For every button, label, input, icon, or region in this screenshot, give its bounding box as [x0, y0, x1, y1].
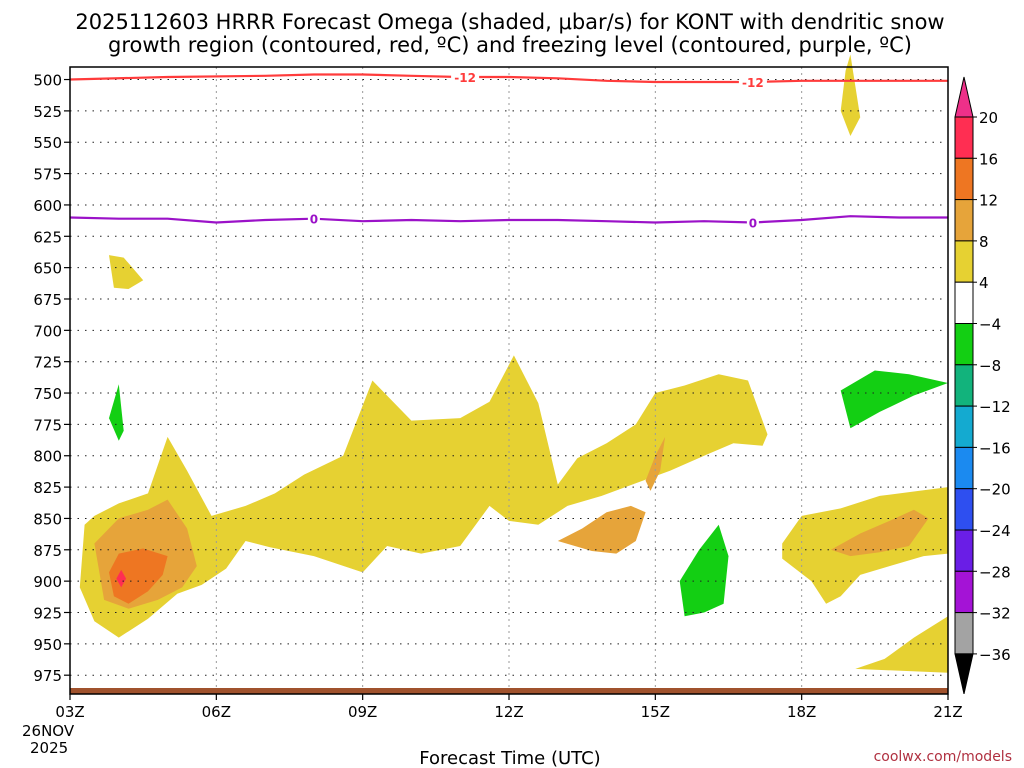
colorbar-label: −20	[979, 481, 1011, 499]
colorbar-label: −4	[979, 316, 1001, 334]
chart-title-line2: growth region (contoured, red, ºC) and f…	[108, 33, 912, 57]
colorbar-bottom-triangle	[954, 653, 974, 695]
x-tick-label: 06Z	[202, 703, 231, 721]
x-tick-label: 21Z	[933, 703, 962, 721]
colorbar-top-triangle	[954, 76, 974, 118]
gridlines	[70, 67, 948, 694]
colorbar-swatch	[954, 570, 974, 614]
contour-label: 0	[310, 213, 318, 227]
omega-region-downward-cell-16Z	[679, 524, 729, 617]
colorbar-swatch	[954, 364, 974, 407]
colorbar-legend: 20 16 12 8 4 −4 −8 −12 −16 −20 −24 −28 −32 −36	[954, 76, 1011, 695]
contour-label: -12	[454, 71, 476, 85]
y-tick-label: 725	[33, 354, 62, 372]
x-axis-title: Forecast Time (UTC)	[419, 748, 600, 768]
date-label-year: 2025	[30, 739, 68, 757]
colorbar-label: −12	[979, 398, 1011, 416]
omega-region-downward-cell-04Z	[109, 384, 124, 441]
colorbar-swatch	[954, 446, 974, 490]
y-tick-label: 975	[33, 667, 62, 685]
y-tick-label: 950	[33, 636, 62, 654]
y-tick-label: 625	[33, 228, 62, 246]
colorbar-swatch	[954, 405, 974, 448]
omega-region-bottom-right-wedge	[855, 616, 948, 673]
y-tick-label: 700	[33, 322, 62, 340]
colorbar-label: 12	[979, 192, 998, 210]
contour-label: 0	[749, 216, 757, 230]
x-tick-label: 15Z	[641, 703, 670, 721]
omega-shading-layer	[79, 54, 948, 673]
y-tick-label: 550	[33, 134, 62, 152]
y-tick-label: 650	[33, 260, 62, 278]
x-tick-label: 12Z	[494, 703, 523, 721]
y-tick-label: 575	[33, 166, 62, 184]
colorbar-label: 16	[979, 150, 998, 168]
colorbar-swatch	[954, 240, 974, 283]
omega-region-right-plume-8	[830, 509, 929, 557]
plot-area: -12 -12 0 0	[69, 54, 949, 695]
omega-region-upper-cell-500	[840, 54, 861, 136]
contour-freezing-level 0C	[69, 215, 948, 224]
y-tick-label: 800	[33, 448, 62, 466]
colorbar-label: −36	[979, 646, 1011, 664]
site-credit: coolwx.com/models	[874, 749, 1012, 765]
y-tick-label: 600	[33, 197, 62, 215]
x-tick-label: 09Z	[348, 703, 377, 721]
y-tick-label: 525	[33, 103, 62, 121]
x-tick-label: 18Z	[787, 703, 816, 721]
y-tick-label: 675	[33, 291, 62, 309]
y-tick-label: 875	[33, 542, 62, 560]
colorbar-label: 4	[979, 274, 989, 292]
omega-region-main-plume-16	[116, 569, 127, 588]
y-tick-label: 850	[33, 510, 62, 528]
chart-title-line1: 2025112603 HRRR Forecast Omega (shaded, …	[75, 10, 944, 34]
omega-region-main-plume-12	[109, 548, 168, 604]
x-tick-label: 03Z	[55, 703, 84, 721]
omega-region-main-upward-motion-plume	[79, 355, 768, 638]
y-tick-label: 825	[33, 479, 62, 497]
colorbar-label: −24	[979, 522, 1011, 540]
date-label-day: 26NOV	[22, 722, 75, 740]
colorbar-label: −8	[979, 357, 1001, 375]
colorbar-label: −16	[979, 439, 1011, 457]
colorbar-swatch	[954, 157, 974, 201]
omega-region-downward-cell-19Z	[840, 370, 948, 429]
colorbar-swatch	[954, 323, 974, 366]
contour-label-bg	[738, 75, 767, 90]
colorbar-swatch	[954, 281, 974, 325]
contour-layer: -12 -12 0 0	[69, 70, 948, 230]
y-axis: 500 525 550 575 600 625 650 675 700 725 750 775 800 8…	[33, 72, 70, 685]
y-tick-label: 500	[33, 72, 62, 90]
colorbar-label: −32	[979, 605, 1011, 623]
contour-label: -12	[742, 76, 764, 90]
y-tick-label: 900	[33, 573, 62, 591]
contour-label-bg	[746, 215, 759, 230]
colorbar-label: 20	[979, 109, 998, 127]
y-tick-label: 750	[33, 385, 62, 403]
contour-label-bg	[307, 211, 320, 226]
colorbar-swatch	[954, 529, 974, 572]
x-axis: 03Z 06Z 09Z 12Z 15Z 18Z 21Z	[55, 694, 963, 721]
omega-region-cell-13-14Z	[557, 505, 646, 554]
y-tick-label: 775	[33, 416, 62, 434]
colorbar-label: −28	[979, 563, 1011, 581]
contour-dendritic-snow-growth -12C	[69, 73, 948, 84]
contour-label-bg	[451, 70, 480, 85]
ground-strip	[70, 688, 948, 694]
colorbar-swatch	[954, 488, 974, 531]
colorbar-swatch	[954, 199, 974, 242]
omega-region-upper-cell-650	[109, 255, 144, 289]
colorbar-swatch	[954, 612, 974, 655]
y-tick-label: 925	[33, 604, 62, 622]
colorbar-label: 8	[979, 233, 989, 251]
colorbar-swatch	[954, 116, 974, 159]
